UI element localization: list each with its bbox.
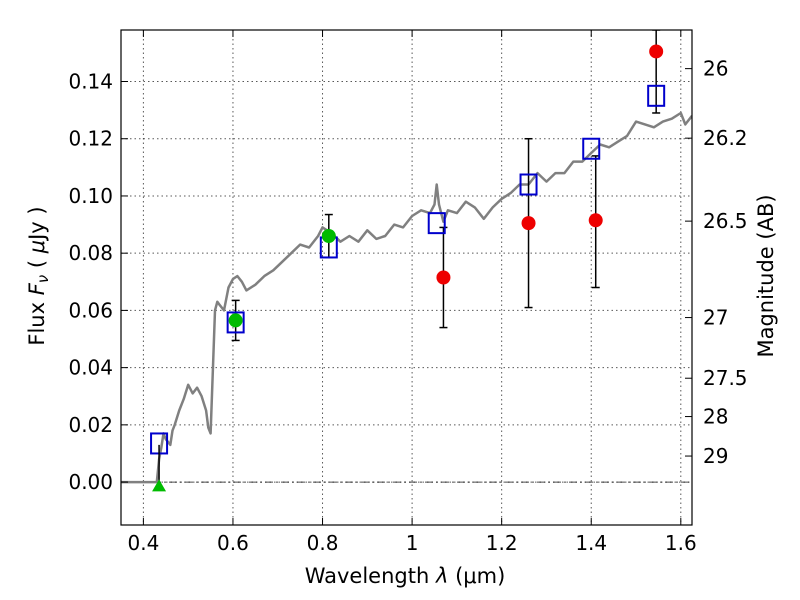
y-tick-label: 0.02 (68, 413, 113, 437)
upper-limit-marker (152, 479, 167, 492)
y-tick-label: 0.04 (68, 356, 113, 380)
y-tick-label: 0.08 (68, 241, 113, 265)
y-tick-label: 0.10 (68, 184, 113, 208)
y-tick-label: 0.14 (68, 70, 113, 94)
x-tick-label: 1.6 (665, 531, 697, 555)
x-tick-label: 1.4 (575, 531, 607, 555)
data-point (228, 313, 243, 328)
data-point (588, 213, 603, 228)
y-tick-label: 0.12 (68, 127, 113, 151)
y2-tick-label: 28 (703, 405, 728, 429)
model-square-marker (226, 311, 245, 334)
y2-axis: 26 26.2 26.5 27 27.5 28 29 (685, 57, 748, 468)
y2-tick-label: 29 (703, 444, 728, 468)
data-point (521, 216, 536, 231)
y-axis-label: Flux Fν ( μJy ) (25, 206, 52, 345)
y-axis: 0.00 0.02 0.04 0.06 0.08 0.10 0.12 0.14 (68, 70, 128, 494)
x-tick-label: 0.4 (127, 531, 159, 555)
y-tick-label: 0.00 (68, 470, 113, 494)
grid-lines (121, 30, 692, 525)
y2-tick-label: 26.5 (703, 209, 748, 233)
x-tick-label: 0.8 (307, 531, 339, 555)
data-point (436, 270, 451, 285)
x-axis-label: Wavelength λ (μm) (305, 564, 506, 588)
y2-tick-label: 26.2 (703, 126, 748, 150)
x-axis: 0.4 0.6 0.8 1 1.2 1.4 1.6 (127, 30, 697, 555)
y2-axis-label: Magnitude (AB) (754, 194, 778, 357)
y-tick-label: 0.06 (68, 298, 113, 322)
x-tick-label: 0.6 (217, 531, 249, 555)
y2-tick-label: 27.5 (703, 366, 748, 390)
data-point (649, 44, 664, 59)
model-square-marker (647, 84, 666, 107)
series-group (121, 30, 692, 492)
plot-area (121, 30, 692, 492)
y2-tick-label: 26 (703, 57, 728, 81)
x-tick-label: 1.2 (486, 531, 518, 555)
y2-tick-label: 27 (703, 306, 728, 330)
x-tick-label: 1 (406, 531, 419, 555)
data-point (321, 229, 336, 244)
spectrum-line (121, 111, 692, 484)
model-square-marker (427, 212, 446, 235)
plot-frame (120, 29, 693, 526)
model-square-marker (519, 173, 538, 196)
model-square-marker (582, 137, 601, 160)
